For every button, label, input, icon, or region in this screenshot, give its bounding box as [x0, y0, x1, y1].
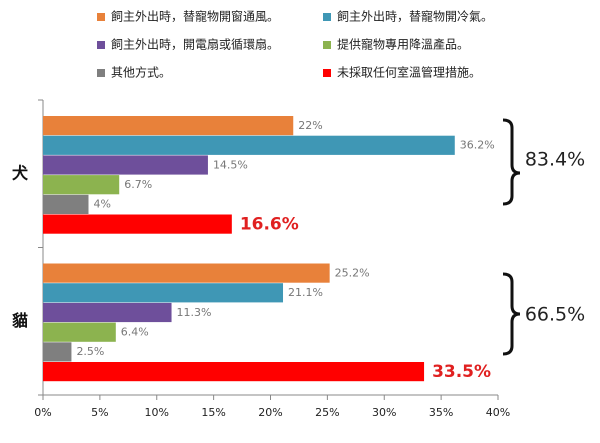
legend-swatch	[97, 41, 105, 49]
x-tick-label: 25%	[315, 406, 339, 419]
x-tick-label: 35%	[429, 406, 453, 419]
brace	[502, 272, 521, 356]
value-label: 16.6%	[240, 214, 299, 234]
x-tick-label: 20%	[258, 406, 282, 419]
x-tick-label: 40%	[486, 406, 510, 419]
bar	[43, 175, 120, 195]
legend-label: 飼主外出時，開電扇或循環扇。	[111, 37, 279, 52]
value-label: 11.3%	[177, 306, 212, 319]
x-tick-label: 10%	[145, 406, 169, 419]
value-label: 21.1%	[288, 286, 323, 299]
legend-swatch	[97, 69, 105, 77]
value-label: 6.4%	[121, 325, 149, 338]
legend-swatch	[323, 13, 331, 21]
legend-label: 飼主外出時，替寵物開窗通風。	[111, 9, 279, 24]
bar	[43, 194, 89, 214]
legend-swatch	[323, 41, 331, 49]
value-label: 22%	[298, 119, 322, 132]
bar	[43, 362, 425, 382]
bar	[43, 116, 294, 136]
legend-swatch	[323, 69, 331, 77]
value-label: 2.5%	[76, 345, 104, 358]
bar	[43, 135, 455, 155]
legend-label: 其他方式。	[111, 65, 171, 80]
bar	[43, 155, 208, 175]
legend-label: 未採取任何室溫管理措施。	[337, 65, 481, 80]
group-total: 66.5%	[525, 304, 585, 326]
legend-swatch	[97, 13, 105, 21]
bar	[43, 214, 232, 234]
bar	[43, 283, 284, 303]
y-tick-label: 犬	[12, 163, 29, 182]
value-label: 4%	[94, 198, 111, 211]
legend-label: 提供寵物專用降溫產品。	[337, 37, 469, 52]
value-label: 25.2%	[335, 266, 370, 279]
x-tick-label: 30%	[372, 406, 396, 419]
value-label: 6.7%	[124, 178, 152, 191]
group-total: 83.4%	[525, 149, 585, 171]
value-label: 36.2%	[460, 139, 495, 152]
bar	[43, 342, 72, 362]
brace	[502, 118, 521, 206]
legend-label: 飼主外出時，替寵物開冷氣。	[337, 9, 493, 24]
bar	[43, 322, 116, 342]
x-tick-label: 0%	[34, 406, 51, 419]
value-label: 33.5%	[432, 362, 491, 382]
bar	[43, 263, 330, 283]
x-tick-label: 15%	[201, 406, 225, 419]
value-label: 14.5%	[213, 158, 248, 171]
y-tick-label: 貓	[12, 311, 28, 330]
x-tick-label: 5%	[91, 406, 108, 419]
bar	[43, 302, 172, 323]
